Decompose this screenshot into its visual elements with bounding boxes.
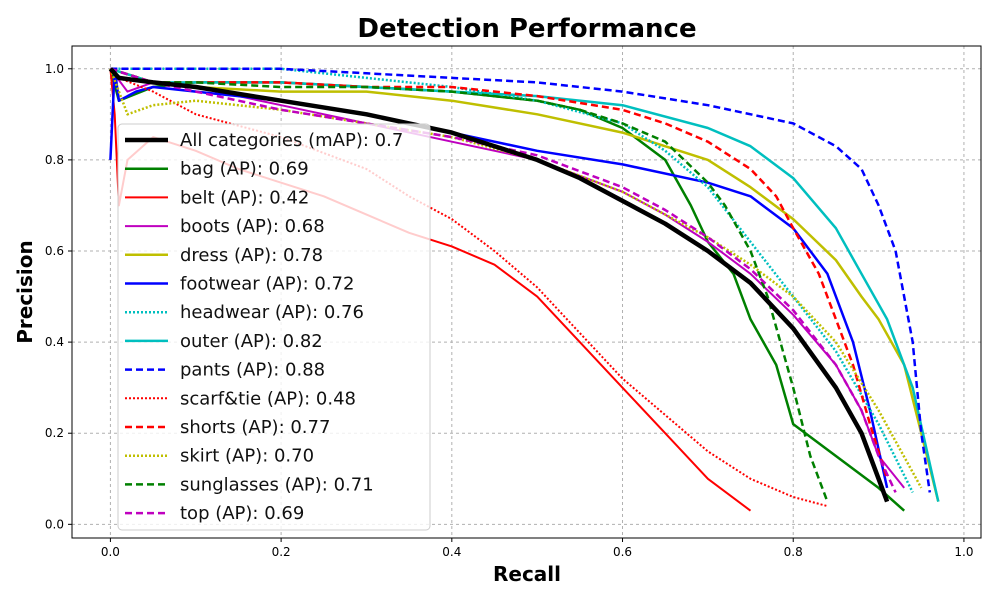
legend-entry-sunglasses: sunglasses (AP): 0.71 xyxy=(180,474,374,495)
legend-entry-pants: pants (AP): 0.88 xyxy=(180,360,325,381)
axis-ticks: 0.0 0.2 0.4 0.6 0.8 1.0 0.0 0.2 0.4 0.6 0.8 1.0 xyxy=(45,62,974,559)
series-line-footwear xyxy=(109,67,889,489)
legend-entry-shorts: shorts (AP): 0.77 xyxy=(180,417,330,438)
series-line-dress xyxy=(110,67,940,502)
x-axis-label: Recall xyxy=(493,562,561,586)
series-line-all-categories xyxy=(108,67,890,503)
y-tick-label: 0.6 xyxy=(45,244,64,258)
x-tick-label: 1.0 xyxy=(954,545,973,559)
legend-entry-top: top (AP): 0.69 xyxy=(180,503,304,524)
y-tick-label: 0.8 xyxy=(45,153,64,167)
legend-entry-boots: boots (AP): 0.68 xyxy=(180,216,325,237)
legend: All categories (mAP): 0.7 bag (AP): 0.69 b… xyxy=(117,123,431,531)
x-tick-label: 0.8 xyxy=(784,545,803,559)
legend-entry-skirt: skirt (AP): 0.70 xyxy=(180,446,314,467)
legend-entry-outer: outer (AP): 0.82 xyxy=(180,331,323,352)
legend-entry-belt: belt (AP): 0.42 xyxy=(180,187,309,208)
x-tick-label: 0.2 xyxy=(272,545,291,559)
legend-entry-footwear: footwear (AP): 0.72 xyxy=(180,274,354,295)
legend-entry-dress: dress (AP): 0.78 xyxy=(180,245,323,266)
x-tick-label: 0.6 xyxy=(613,545,632,559)
y-tick-label: 0.0 xyxy=(45,517,64,531)
x-tick-label: 0.0 xyxy=(101,545,120,559)
y-tick-label: 1.0 xyxy=(45,62,64,76)
legend-entry-bag: bag (AP): 0.69 xyxy=(180,159,309,180)
y-axis-label: Precision xyxy=(13,240,37,344)
series-line-scarf-tie xyxy=(109,68,828,508)
y-tick-label: 0.4 xyxy=(45,335,64,349)
legend-entry-all-categories: All categories (mAP): 0.7 xyxy=(180,130,403,151)
legend-entry-scarf-tie: scarf&tie (AP): 0.48 xyxy=(180,388,356,409)
plot-frame xyxy=(71,45,982,539)
series-lines xyxy=(108,67,940,512)
legend-entry-headwear: headwear (AP): 0.76 xyxy=(180,302,364,323)
series-line-top xyxy=(110,67,897,493)
series-line-pants xyxy=(110,67,932,493)
series-line-sunglasses xyxy=(110,67,829,503)
series-line-outer xyxy=(110,67,940,502)
legend-box xyxy=(117,123,431,531)
series-line-shorts xyxy=(110,67,889,480)
x-tick-label: 0.4 xyxy=(442,545,461,559)
y-tick-label: 0.2 xyxy=(45,426,64,440)
chart-title: Detection Performance xyxy=(357,14,696,44)
